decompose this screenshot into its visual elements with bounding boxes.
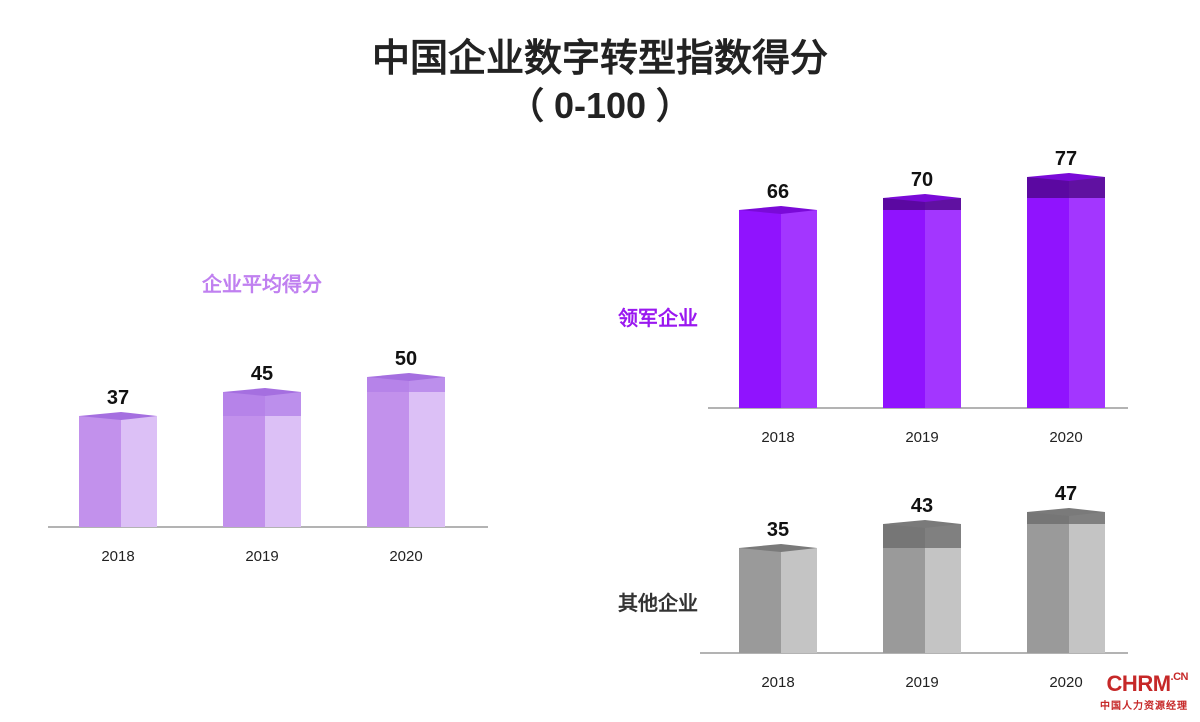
bar-2020-front	[1027, 177, 1069, 408]
bar-2019-top	[223, 388, 301, 396]
bar-value-label: 45	[251, 363, 273, 385]
bar-value-label: 66	[767, 181, 789, 203]
bar-2019-top	[883, 520, 961, 528]
bar-value-label: 70	[911, 169, 933, 191]
bar-value-label: 43	[911, 495, 933, 517]
bar-2020-front	[367, 377, 409, 527]
x-tick-label: 2020	[1049, 429, 1082, 446]
bar-2018-top	[79, 412, 157, 420]
brand-suffix-text: .CN	[1170, 671, 1189, 683]
bar-value-label: 47	[1055, 483, 1077, 505]
bar-value-label: 77	[1055, 148, 1077, 170]
x-tick-label: 2018	[761, 429, 794, 446]
bar-value-label: 35	[767, 519, 789, 541]
bar-2018-top	[739, 206, 817, 214]
bar-2018-front	[739, 210, 781, 408]
bar-2020-increment	[367, 377, 445, 392]
bar-2019-front	[883, 198, 925, 408]
bar-2018-side	[121, 416, 157, 527]
bar-2018-side	[781, 210, 817, 408]
bar-2018-front	[739, 548, 781, 653]
chart-subtitle: （ 0-100 ）	[507, 85, 693, 126]
series-label-leaders: 领军企业	[618, 308, 698, 330]
bar-2020-side	[409, 377, 445, 527]
x-tick-label: 2019	[905, 674, 938, 691]
series-label-average: 企业平均得分	[202, 274, 322, 296]
x-tick-label: 2020	[1049, 674, 1082, 691]
brand-main-text: CHRM	[1106, 671, 1172, 696]
brand-sub-text: 中国人力资源经理	[1100, 701, 1188, 712]
bar-2018-side	[781, 548, 817, 653]
bar-2020-side	[1069, 177, 1105, 408]
bar-2018-top	[739, 544, 817, 552]
x-tick-label: 2018	[761, 674, 794, 691]
bar-2020-top	[1027, 508, 1105, 516]
bar-2018-front	[79, 416, 121, 527]
x-tick-label: 2018	[101, 548, 134, 565]
x-tick-label: 2020	[389, 548, 422, 565]
bar-2020-front	[1027, 512, 1069, 653]
bar-2019-increment	[883, 198, 961, 210]
chart-others: 35 2018 43 2019 47 2020	[700, 483, 1128, 691]
bar-2019-increment	[883, 524, 961, 548]
bar-2020-increment	[1027, 512, 1105, 524]
x-tick-label: 2019	[245, 548, 278, 565]
series-label-others: 其他企业	[618, 593, 698, 615]
bar-2020-side	[1069, 512, 1105, 653]
bar-2019-top	[883, 194, 961, 202]
x-tick-label: 2019	[905, 429, 938, 446]
bar-2020-top	[1027, 173, 1105, 181]
chart-leaders: 66 2018 70 2019 77 2020	[708, 148, 1128, 446]
chart-title: 中国企业数字转型指数得分	[371, 38, 828, 80]
bar-value-label: 50	[395, 348, 417, 370]
bar-2020-top	[367, 373, 445, 381]
chart-average: 37 2018 45 2019 50 2020	[48, 348, 488, 565]
bar-2020-increment	[1027, 177, 1105, 198]
bar-2019-side	[925, 198, 961, 408]
bar-2019-increment	[223, 392, 301, 416]
brand-logo: CHRM.CN 中国人力资源经理	[1100, 671, 1189, 712]
bar-value-label: 37	[107, 387, 129, 409]
